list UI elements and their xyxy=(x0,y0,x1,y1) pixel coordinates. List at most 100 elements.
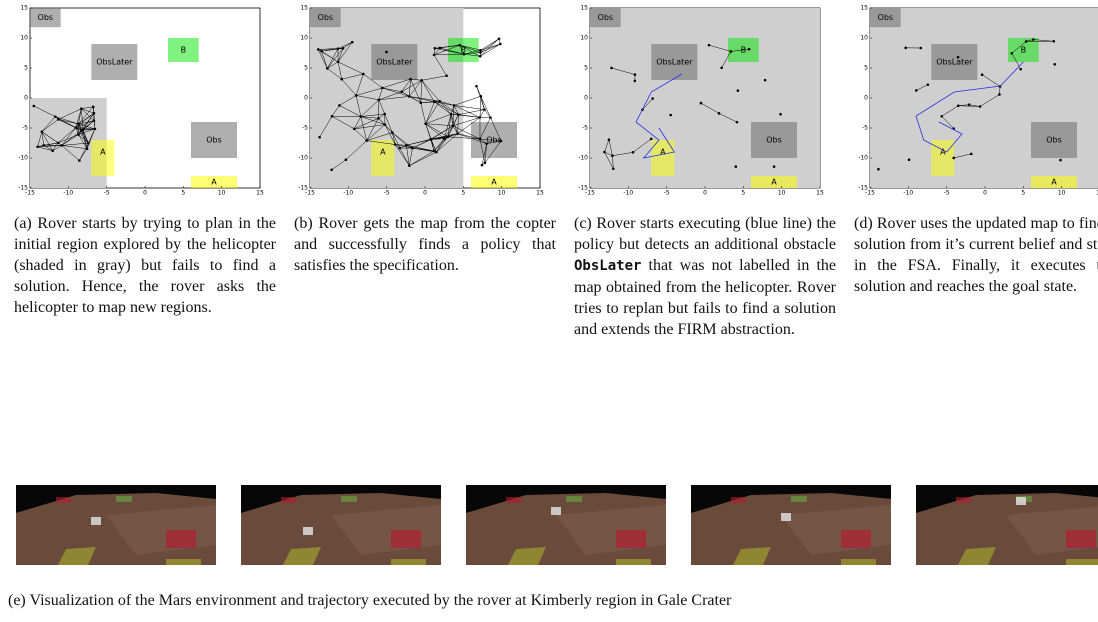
edge xyxy=(337,48,344,62)
edge xyxy=(392,132,401,149)
x-tick-label: 15 xyxy=(1096,190,1098,197)
edge xyxy=(356,95,379,101)
node xyxy=(409,77,412,81)
x-tick-label: -15 xyxy=(305,190,315,197)
node xyxy=(81,128,85,132)
edge xyxy=(604,151,613,156)
region-label: Obs xyxy=(598,13,614,22)
edge xyxy=(392,132,407,146)
region xyxy=(1031,176,1077,188)
edge xyxy=(439,100,455,106)
edge xyxy=(479,38,500,57)
region xyxy=(191,122,237,158)
edge xyxy=(78,123,89,144)
region-label: A xyxy=(491,178,497,187)
zone-yellow xyxy=(616,559,651,565)
node xyxy=(391,131,394,134)
edge xyxy=(452,114,459,126)
region xyxy=(1008,38,1039,62)
edge xyxy=(480,38,500,53)
edge xyxy=(425,101,440,124)
region-label: ObsLater xyxy=(656,58,693,67)
x-tick-label: 0 xyxy=(983,190,987,197)
zone-red xyxy=(616,530,646,548)
node xyxy=(956,104,960,108)
edge xyxy=(41,119,59,132)
zone-red xyxy=(281,497,296,503)
edge xyxy=(41,116,56,132)
edge xyxy=(608,139,613,156)
node xyxy=(449,112,453,116)
x-tick-label: -10 xyxy=(903,190,913,197)
edge xyxy=(378,96,410,101)
edge xyxy=(479,138,487,144)
node xyxy=(1052,39,1056,43)
region-label: A xyxy=(771,178,777,187)
caption-text: Rover starts executing (blue line) the p… xyxy=(574,215,837,253)
y-tick-label: -10 xyxy=(18,155,28,162)
edge xyxy=(479,138,501,142)
edge xyxy=(78,134,89,144)
edge xyxy=(459,44,481,53)
node xyxy=(377,117,380,120)
edge xyxy=(439,100,459,115)
plot: ObsObsLaterBObsAA-15-15-10-10-5-50055101… xyxy=(578,5,824,197)
node xyxy=(603,150,606,154)
edge xyxy=(78,134,88,149)
node xyxy=(919,46,923,50)
edge xyxy=(420,102,426,124)
edge xyxy=(366,118,379,141)
panel: ObsObsLaterBObsAA-15-15-10-10-5-50055101… xyxy=(574,0,836,340)
edge xyxy=(434,53,464,56)
region-label: A xyxy=(380,148,386,157)
edge xyxy=(425,123,449,138)
edge xyxy=(321,48,339,52)
caption-text: Visualization of the Mars environment an… xyxy=(29,592,732,609)
region xyxy=(1031,122,1077,158)
edge xyxy=(317,49,328,69)
node xyxy=(53,115,57,118)
edge xyxy=(476,86,485,110)
node xyxy=(56,118,60,121)
node xyxy=(74,126,78,129)
node xyxy=(407,95,411,98)
region-label: Obs xyxy=(38,13,54,22)
edge xyxy=(721,51,732,68)
edge xyxy=(339,105,361,117)
edge xyxy=(450,105,455,115)
node xyxy=(377,98,381,102)
region-label: B xyxy=(461,46,467,55)
node xyxy=(352,127,356,131)
x-tick-label: 0 xyxy=(703,190,707,197)
region xyxy=(471,122,517,158)
node xyxy=(91,105,95,109)
region xyxy=(168,38,199,62)
edge xyxy=(730,48,750,52)
edge xyxy=(61,127,76,146)
explored-region xyxy=(590,8,820,188)
edge xyxy=(399,147,410,166)
edge xyxy=(79,142,89,161)
caption-tag: (e) xyxy=(8,592,26,609)
mars-image xyxy=(241,485,441,565)
edge xyxy=(58,119,79,125)
edge xyxy=(457,117,481,134)
node xyxy=(478,116,482,119)
zone-red xyxy=(956,497,971,503)
edge xyxy=(55,116,79,125)
region xyxy=(91,44,138,80)
trajectory xyxy=(915,61,1024,153)
node xyxy=(729,50,733,53)
node xyxy=(362,72,365,76)
x-tick-label: -10 xyxy=(63,190,73,197)
node xyxy=(485,142,488,145)
edge xyxy=(453,105,459,115)
edge xyxy=(354,128,367,141)
mars-image xyxy=(691,485,891,565)
node xyxy=(92,111,96,115)
edge xyxy=(425,123,453,127)
node xyxy=(383,112,387,116)
region-label: Obs xyxy=(766,136,782,145)
edge xyxy=(459,45,465,55)
zone-red xyxy=(1066,530,1096,548)
